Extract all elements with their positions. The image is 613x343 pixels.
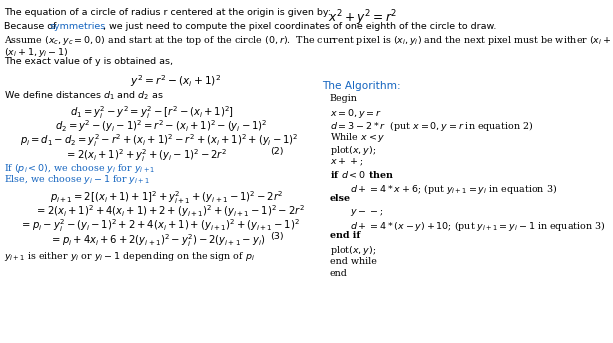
Text: end if: end if <box>330 232 360 240</box>
Text: $x = 0, y = r$: $x = 0, y = r$ <box>330 106 382 119</box>
Text: $d_1 = y_i^2 - y^2 = y_i^2 - [r^2 - (x_i + 1)^2]$: $d_1 = y_i^2 - y^2 = y_i^2 - [r^2 - (x_i… <box>70 104 234 121</box>
Text: $= 2(x_i + 1)^2 + 4(x_i + 1) + 2 + (y_{i+1})^2 + (y_{i+1} - 1)^2 - 2r^2$: $= 2(x_i + 1)^2 + 4(x_i + 1) + 2 + (y_{i… <box>35 203 305 219</box>
Text: $y_{i+1}$ is either $y_i$ or $y_i - 1$ depending on the sign of $p_i$: $y_{i+1}$ is either $y_i$ or $y_i - 1$ d… <box>4 250 255 263</box>
Text: We define distances $d_1$ and $d_2$ as: We define distances $d_1$ and $d_2$ as <box>4 90 164 103</box>
Text: $x^2 + y^2 = r^2$: $x^2 + y^2 = r^2$ <box>328 8 397 27</box>
Text: $= 2(x_i + 1)^2 + y_i^2 + (y_i - 1)^2 - 2r^2$: $= 2(x_i + 1)^2 + y_i^2 + (y_i - 1)^2 - … <box>65 147 227 164</box>
Text: end while: end while <box>330 257 377 265</box>
Text: The equation of a circle of radius r centered at the origin is given by:: The equation of a circle of radius r cen… <box>4 8 340 17</box>
Text: The exact value of y is obtained as,: The exact value of y is obtained as, <box>4 57 173 66</box>
Text: $= p_i + 4x_i + 6 + 2(y_{i+1})^2 - y_i^2) - 2(y_{i+1} - y_i)$: $= p_i + 4x_i + 6 + 2(y_{i+1})^2 - y_i^2… <box>50 232 265 249</box>
Text: $d+ = 4 * x + 6$; (put $y_{i+1} = y_i$ in equation 3): $d+ = 4 * x + 6$; (put $y_{i+1} = y_i$ i… <box>350 181 557 196</box>
Text: $= p_i - y_i^2 - (y_i - 1)^2 + 2 + 4(x_i + 1) + (y_{i+1})^2 + (y_{i+1} - 1)^2$: $= p_i - y_i^2 - (y_i - 1)^2 + 2 + 4(x_i… <box>20 217 300 234</box>
Text: $(x_i + 1, y_i - 1)$: $(x_i + 1, y_i - 1)$ <box>4 46 68 59</box>
Text: else: else <box>330 194 351 203</box>
Text: if $d < 0$ then: if $d < 0$ then <box>330 169 394 180</box>
Text: $y^2 = r^2 - (x_i + 1)^2$: $y^2 = r^2 - (x_i + 1)^2$ <box>130 73 221 89</box>
Text: $x + +$;: $x + +$; <box>330 156 364 168</box>
Text: plot$(x,y)$;: plot$(x,y)$; <box>330 144 376 157</box>
Text: (2): (2) <box>270 147 283 156</box>
Text: Because of: Because of <box>4 22 59 31</box>
Text: While $x < y$: While $x < y$ <box>330 131 386 144</box>
Text: Begin: Begin <box>330 94 358 103</box>
Text: $d_2 = y^2 - (y_i - 1)^2 = r^2 - (x_i + 1)^2 - (y_i - 1)^2$: $d_2 = y^2 - (y_i - 1)^2 = r^2 - (x_i + … <box>55 118 267 134</box>
Text: If $(p_i < 0)$, we choose $y_i$ for $y_{i+1}$: If $(p_i < 0)$, we choose $y_i$ for $y_{… <box>4 162 156 175</box>
Text: symmetries: symmetries <box>49 22 105 31</box>
Text: $p_{i+1} = 2[(x_i + 1) + 1]^2 + y_{i+1}^2 + (y_{i+1} - 1)^2 - 2r^2$: $p_{i+1} = 2[(x_i + 1) + 1]^2 + y_{i+1}^… <box>50 189 284 206</box>
Text: Else, we choose $y_i - 1$ for $y_{i+1}$: Else, we choose $y_i - 1$ for $y_{i+1}$ <box>4 173 150 186</box>
Text: $y - -$;: $y - -$; <box>350 206 383 217</box>
Text: (3): (3) <box>270 232 284 241</box>
Text: $p_i = d_1 - d_2 = y_i^2 - r^2 + (x_i + 1)^2 - r^2 + (x_i + 1)^2 + (y_i - 1)^2$: $p_i = d_1 - d_2 = y_i^2 - r^2 + (x_i + … <box>20 132 299 149</box>
Text: Assume $(x_c, y_c = 0, 0)$ and start at the top of the circle $(0, r)$.  The cur: Assume $(x_c, y_c = 0, 0)$ and start at … <box>4 34 613 47</box>
Text: , we just need to compute the pixel coordinates of one eighth of the circle to d: , we just need to compute the pixel coor… <box>103 22 497 31</box>
Text: $d = 3 - 2 * r$  (put $x = 0, y = r$ in equation 2): $d = 3 - 2 * r$ (put $x = 0, y = r$ in e… <box>330 119 533 133</box>
Text: end: end <box>330 269 348 278</box>
Text: plot$(x,y)$;: plot$(x,y)$; <box>330 244 376 257</box>
Text: $d+ = 4 * (x - y) + 10$; (put $y_{i+1} = y_i - 1$ in equation 3): $d+ = 4 * (x - y) + 10$; (put $y_{i+1} =… <box>350 219 606 233</box>
Text: The Algorithm:: The Algorithm: <box>322 81 401 91</box>
